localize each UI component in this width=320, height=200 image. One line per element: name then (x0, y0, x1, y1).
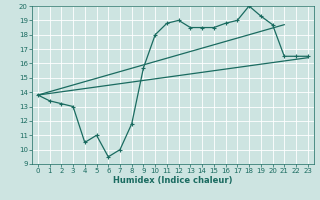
X-axis label: Humidex (Indice chaleur): Humidex (Indice chaleur) (113, 176, 233, 185)
